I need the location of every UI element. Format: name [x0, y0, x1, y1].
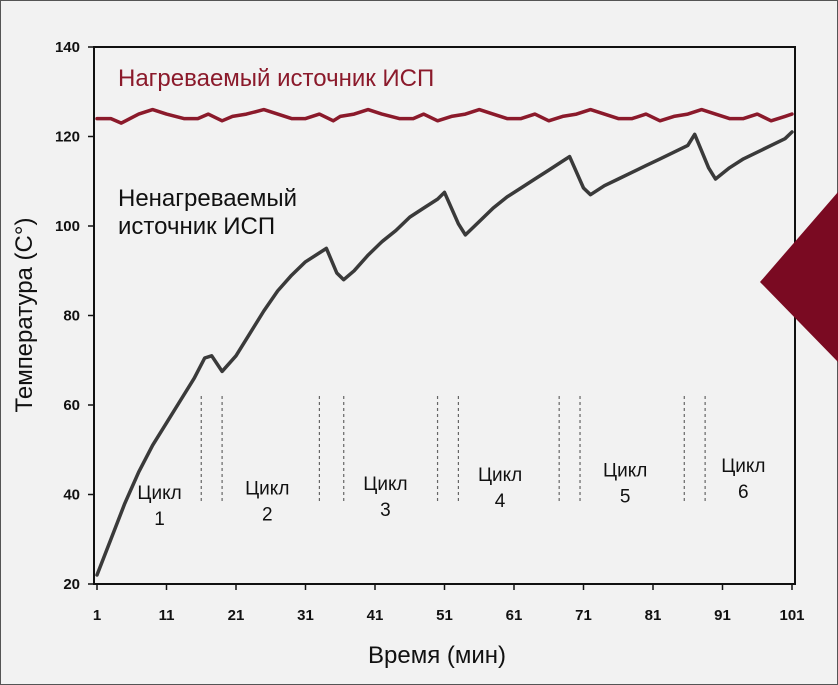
x-tick-label: 101	[779, 607, 804, 624]
unheated-series-label-line2: источник ИСП	[118, 213, 275, 240]
x-tick-label: 61	[506, 607, 523, 624]
y-axis-title: Температура (С°)	[11, 218, 38, 413]
y-tick-label: 40	[63, 487, 80, 504]
cycle-label-number: 4	[495, 491, 506, 512]
x-tick-label: 11	[159, 607, 175, 624]
y-tick-label: 120	[55, 129, 80, 146]
y-tick-label: 100	[55, 218, 80, 235]
x-tick-label: 51	[436, 607, 453, 624]
x-tick-label: 1	[93, 607, 101, 624]
y-tick-label: 80	[63, 308, 80, 325]
series-layer	[95, 107, 794, 577]
heated-series-label: Нагреваемый источник ИСП	[118, 65, 434, 92]
x-axis-title: Время (мин)	[368, 642, 506, 669]
y-tick-label: 140	[55, 39, 80, 56]
cycle-label-number: 5	[620, 487, 631, 508]
cycle-label-number: 3	[380, 500, 391, 521]
x-tick-label: 71	[575, 607, 592, 624]
unheated-series-label-line1: Ненагреваемый	[118, 185, 297, 212]
cycle-label-word: Цикл	[603, 461, 647, 482]
x-tick-label: 91	[714, 607, 731, 624]
cycle-label-word: Цикл	[721, 456, 765, 477]
heated-series-line	[95, 107, 794, 125]
cycle-labels: Цикл 1 Цикл 2 Цикл 3 Цикл 4 Цикл 5 Цикл 6	[137, 456, 765, 530]
y-tick-label: 60	[63, 397, 80, 414]
cycle-label-word: Цикл	[478, 465, 522, 486]
x-tick-label: 41	[367, 607, 384, 624]
x-tick-label: 81	[645, 607, 662, 624]
cycle-label-word: Цикл	[245, 479, 289, 500]
cycle-label-word: Цикл	[363, 474, 407, 495]
unheated-series-line	[95, 130, 794, 577]
cycle-label-word: Цикл	[137, 483, 181, 504]
decorative-arrow-shape	[760, 192, 838, 362]
y-tick-label: 20	[63, 576, 80, 593]
cycle-label-number: 2	[262, 505, 273, 526]
cycle-label-number: 6	[738, 482, 749, 503]
x-tick-label: 31	[297, 607, 314, 624]
plot-area	[93, 46, 796, 585]
x-tick-label: 21	[228, 607, 245, 624]
cycle-label-number: 1	[154, 509, 165, 530]
